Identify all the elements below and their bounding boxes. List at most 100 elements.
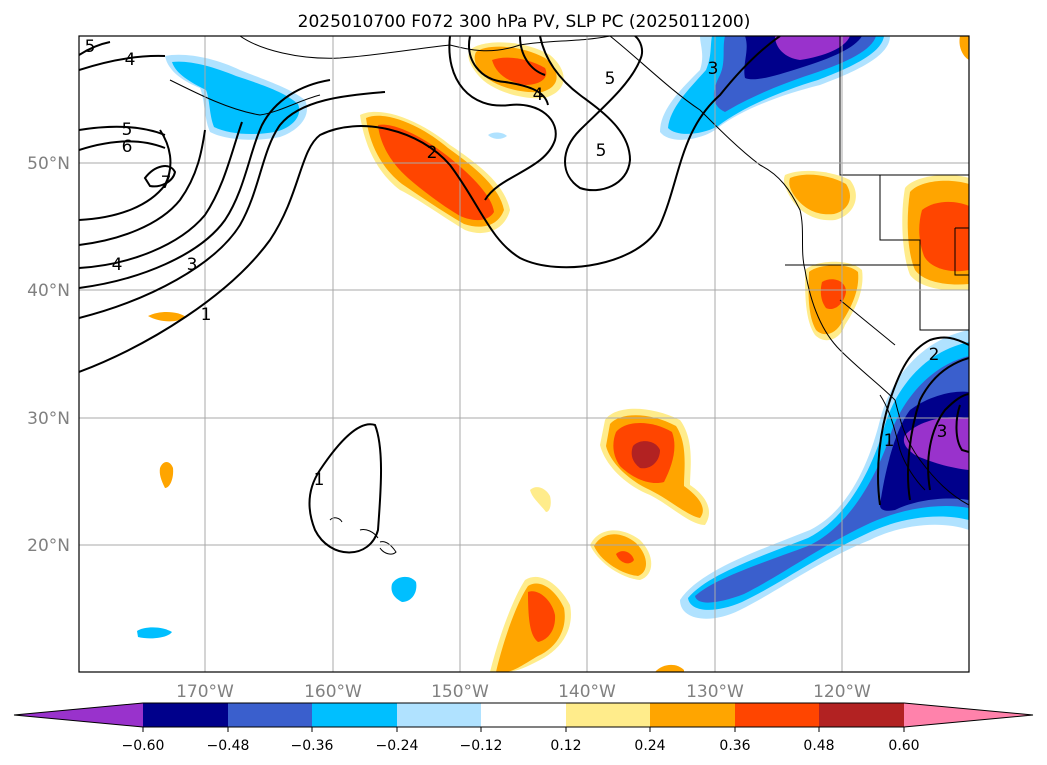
aleutian-chain bbox=[169, 79, 321, 116]
contour-label-4-nw: 4 bbox=[125, 50, 136, 70]
pv-pos-hawaii-ne-max bbox=[631, 441, 660, 469]
pv-neg-small-3 bbox=[488, 132, 507, 139]
contour-label-3-w: 3 bbox=[187, 255, 198, 275]
pv-pos-south-core bbox=[528, 591, 556, 642]
colorbar-label-2: −0.48 bbox=[207, 738, 250, 754]
contour-label-3-mx: 3 bbox=[937, 422, 948, 442]
contour-label-1-mx: 1 bbox=[884, 431, 895, 451]
hawaii-islands bbox=[359, 529, 397, 555]
contour-2-mexico bbox=[907, 357, 969, 501]
contour-5-nw bbox=[79, 41, 111, 56]
map-content: 5 4 5 6 7 4 3 1 2 4 3 5 5 2 1 3 1 bbox=[79, 36, 969, 672]
contour-3-west bbox=[79, 79, 331, 289]
lon-tick-120w: 120°W bbox=[813, 682, 871, 702]
colorbar-label-10: 0.60 bbox=[888, 738, 919, 754]
contour-label-5-ne: 5 bbox=[605, 69, 616, 89]
contour-label-2-mx: 2 bbox=[929, 345, 940, 365]
map-background bbox=[79, 36, 969, 672]
colorbar-bin-3 bbox=[312, 703, 397, 727]
contour-1-mexico bbox=[877, 336, 969, 506]
pv-pos-small-c bbox=[159, 462, 174, 488]
pv-neg-band bbox=[688, 342, 969, 610]
contour-4-mid bbox=[468, 36, 549, 106]
map-panel: 5 4 5 6 7 4 3 1 2 4 3 5 5 2 1 3 1 bbox=[78, 35, 970, 673]
pv-pos-small-b bbox=[148, 311, 186, 322]
contour-label-group: 5 4 5 6 7 4 3 1 2 4 3 5 5 2 1 3 1 bbox=[85, 37, 948, 490]
state-borders-3 bbox=[954, 227, 969, 276]
colorbar-extend-high bbox=[904, 703, 1033, 727]
canada-border bbox=[839, 36, 969, 176]
chart-title: 2025010700 F072 300 hPa PV, SLP PC (2025… bbox=[298, 12, 751, 32]
contour-label-6-w: 6 bbox=[122, 137, 133, 157]
contour-5-mid-b bbox=[519, 36, 546, 76]
colorbar-bin-2 bbox=[228, 703, 312, 727]
contour-label-2-mid: 2 bbox=[427, 143, 438, 163]
contour-label-4-w: 4 bbox=[112, 255, 123, 275]
contour-7-low bbox=[143, 165, 177, 188]
gridlines bbox=[79, 36, 969, 672]
lat-tick-40n: 40°N bbox=[27, 281, 70, 301]
colorbar-bin-5 bbox=[481, 703, 566, 727]
slp-contours bbox=[79, 36, 969, 554]
state-borders-2 bbox=[879, 175, 921, 265]
pv-pos-small-a-core bbox=[616, 551, 634, 564]
pv-neg-mexico-max bbox=[903, 417, 969, 470]
lat-tick-50n: 50°N bbox=[27, 154, 70, 174]
contour-label-5-w: 5 bbox=[122, 120, 133, 140]
colorbar-label-3: −0.36 bbox=[291, 738, 334, 754]
pv-neg-small-2 bbox=[391, 576, 417, 602]
colorbar-bin-4 bbox=[397, 703, 481, 727]
colorbar-bin-1 bbox=[143, 703, 228, 727]
pv-neg-small-1 bbox=[137, 627, 172, 639]
colorbar-bin-9 bbox=[819, 703, 904, 727]
pv-pos-goa-core bbox=[492, 57, 547, 85]
pv-pos-streak-core bbox=[378, 124, 494, 221]
contour-3-mexico bbox=[927, 393, 969, 491]
colorbar-label-9: 0.48 bbox=[803, 738, 834, 754]
pv-pos-rockies-core bbox=[919, 201, 969, 272]
colorbar-label-6: 0.12 bbox=[550, 738, 581, 754]
lon-tick-140w: 140°W bbox=[558, 682, 616, 702]
ca-nv-border bbox=[839, 299, 896, 346]
colorbar-bin-7 bbox=[650, 703, 735, 727]
west-coast bbox=[609, 36, 896, 401]
pv-pos-small-d bbox=[530, 487, 551, 512]
pv-pos-bc bbox=[789, 174, 850, 215]
contour-label-3-ne: 3 bbox=[708, 59, 719, 79]
lon-tick-labels: 170°W 160°W 150°W 140°W 130°W 120°W bbox=[176, 682, 871, 702]
pv-pos-small-e bbox=[959, 36, 969, 60]
pv-pos-ca-core bbox=[820, 279, 846, 310]
colorbar: −0.60 −0.48 −0.36 −0.24 −0.12 0.12 0.24 … bbox=[13, 702, 1034, 754]
colorbar-ticks bbox=[142, 727, 905, 732]
contour-label-1-w: 1 bbox=[201, 305, 212, 325]
colorbar-label-5: −0.12 bbox=[460, 738, 503, 754]
lat-tick-20n: 20°N bbox=[27, 536, 70, 556]
contour-2-west bbox=[79, 91, 386, 319]
contour-4-nw bbox=[79, 54, 166, 71]
map-frame bbox=[78, 35, 970, 673]
contour-label-4-mid: 4 bbox=[533, 85, 544, 105]
pv-neg-alaska-max bbox=[775, 36, 850, 60]
colorbar-label-1: −0.60 bbox=[122, 738, 165, 754]
colorbar-extend-low bbox=[14, 703, 143, 727]
lon-tick-160w: 160°W bbox=[304, 682, 362, 702]
coastlines bbox=[169, 36, 969, 555]
contour-5-west bbox=[79, 129, 206, 246]
colorbar-bin-8 bbox=[735, 703, 819, 727]
colorbar-label-4: −0.24 bbox=[376, 738, 419, 754]
alaska-coast bbox=[239, 36, 611, 59]
pv-pos-south-edge bbox=[655, 664, 684, 672]
contour-6-west bbox=[79, 129, 172, 221]
contour-4-west bbox=[79, 121, 243, 269]
lon-tick-150w: 150°W bbox=[431, 682, 489, 702]
state-borders bbox=[785, 264, 969, 331]
lat-tick-30n: 30°N bbox=[27, 409, 70, 429]
contour-label-5-nw: 5 bbox=[85, 37, 96, 57]
lon-tick-170w: 170°W bbox=[176, 682, 234, 702]
contour-4-mexico bbox=[955, 404, 969, 453]
contour-5-west-b bbox=[79, 125, 166, 136]
lat-tick-labels: 20°N 30°N 40°N 50°N bbox=[27, 154, 70, 556]
contour-label-5-mid: 5 bbox=[596, 141, 607, 161]
contour-5-mid bbox=[539, 36, 644, 192]
